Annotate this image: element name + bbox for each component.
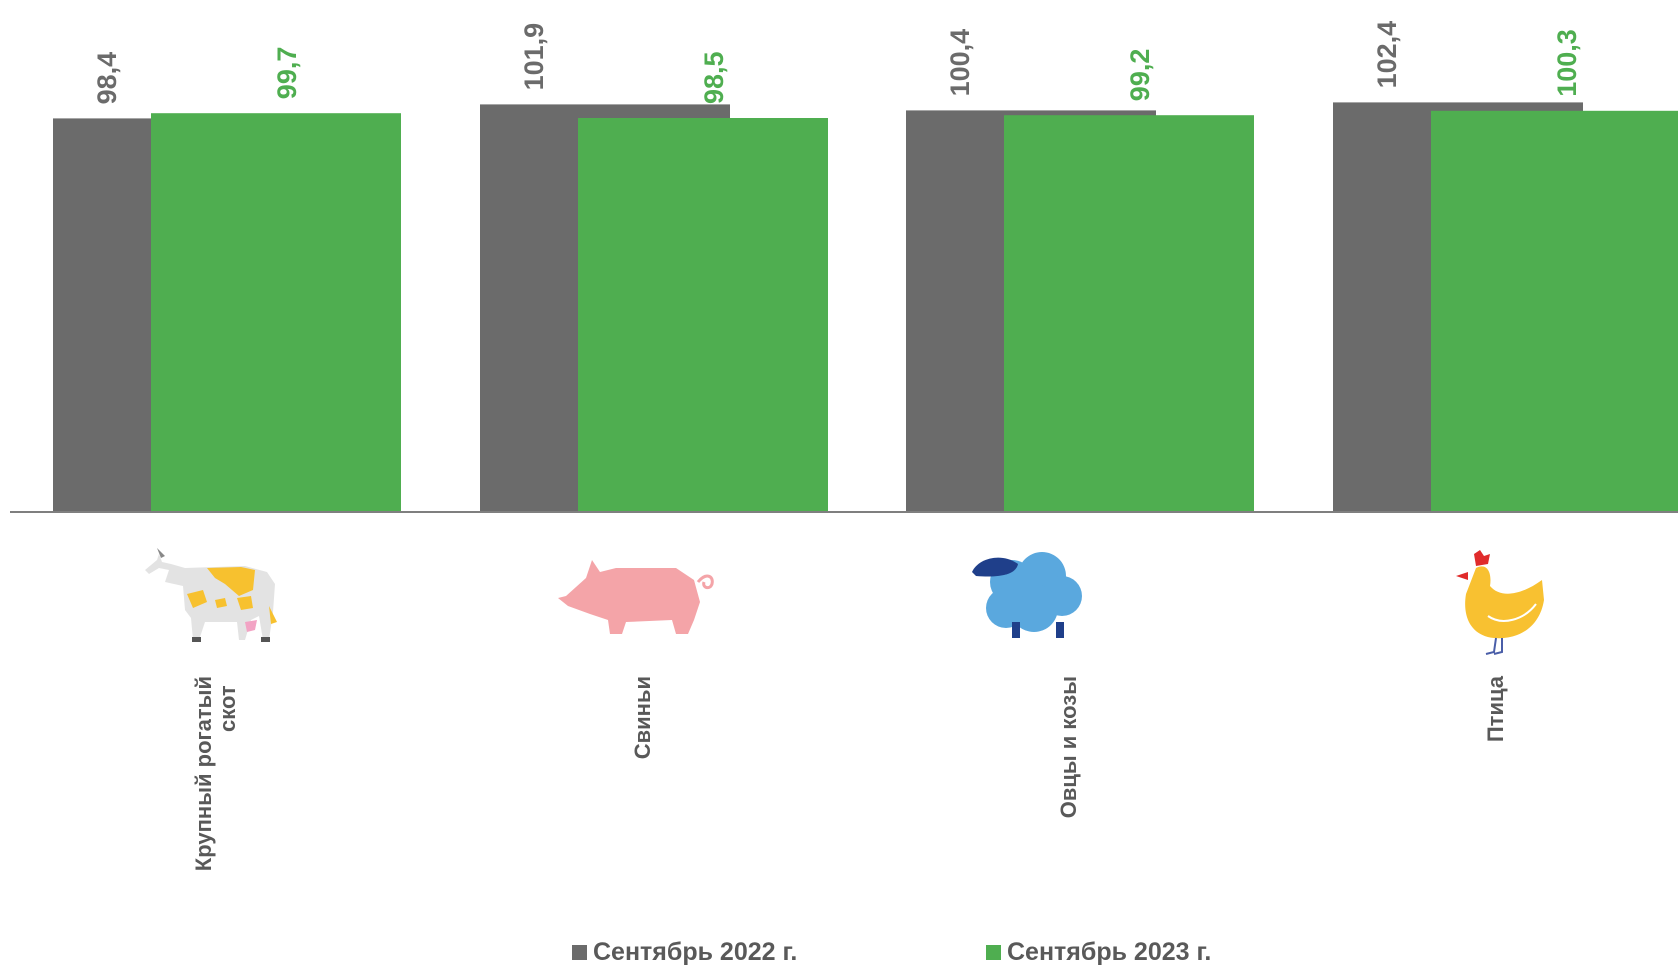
value-labels-group: 98,4 99,7 101,9 98,5 100,4 99,2 102,4 100,3: [92, 21, 1582, 105]
value-label-2023-0: 99,7: [272, 47, 302, 100]
value-label-2022-3: 102,4: [1372, 21, 1402, 89]
bar-2023-1: [578, 118, 828, 512]
chicken-icon: [1456, 550, 1544, 655]
category-label-1: Свиньи: [630, 676, 655, 759]
value-label-2023-3: 100,3: [1552, 29, 1582, 97]
value-label-2022-0: 98,4: [92, 52, 122, 105]
value-label-2023-1: 98,5: [699, 51, 729, 104]
category-label-2: Овцы и козы: [1056, 676, 1081, 818]
legend-label-2022: Сентябрь 2022 г.: [593, 938, 798, 966]
legend-swatch-2023: [986, 945, 1001, 960]
sheep-icon: [972, 552, 1082, 638]
legend-item-2023: Сентябрь 2023 г.: [986, 938, 1211, 967]
bar-2023-3: [1431, 110, 1678, 513]
bars-group: [53, 102, 1678, 513]
cow-icon: [145, 548, 277, 642]
category-label-0-line1: скот: [215, 685, 240, 732]
legend-item-2022: Сентябрь 2022 г.: [572, 938, 797, 967]
value-label-2022-1: 101,9: [519, 23, 549, 91]
value-label-2022-2: 100,4: [945, 29, 975, 97]
category-label-3: Птица: [1483, 675, 1508, 742]
category-label-0-line0: Крупный рогатый: [191, 676, 216, 871]
legend-label-2023: Сентябрь 2023 г.: [1007, 938, 1212, 966]
bar-2023-0: [151, 113, 401, 512]
value-label-2023-2: 99,2: [1125, 49, 1155, 102]
category-labels-group: Крупный рогатый скот Свиньи Овцы и козы Птиц…: [191, 675, 1508, 871]
pig-icon: [558, 560, 714, 634]
bar-2023-2: [1004, 115, 1254, 512]
legend-swatch-2022: [572, 945, 587, 960]
